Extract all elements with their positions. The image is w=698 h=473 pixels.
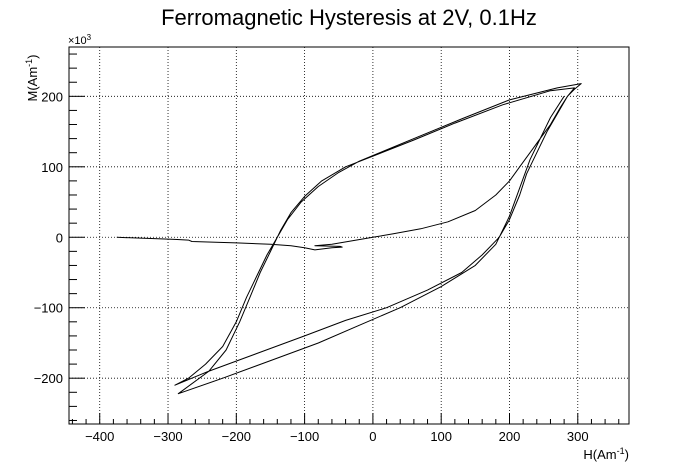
y-tick-label: 200 bbox=[41, 89, 63, 104]
y-axis-title-text: M(Am bbox=[25, 67, 40, 102]
y-axis-title-close: ) bbox=[25, 54, 40, 58]
hysteresis-series-line bbox=[116, 83, 582, 395]
x-axis-title-close: ) bbox=[625, 447, 629, 462]
x-tick-label: −100 bbox=[290, 429, 319, 444]
axis-ticks bbox=[69, 53, 620, 424]
y-multiplier: ×103 bbox=[68, 33, 92, 47]
tick-labels: −400 −300 −200 −100 0 100 200 300 −200 −100 0 100 20… bbox=[34, 89, 589, 444]
x-axis-title: H(Am-1) bbox=[583, 446, 629, 462]
plot-frame bbox=[68, 46, 630, 425]
x-tick-label: 100 bbox=[430, 429, 452, 444]
x-tick-label: 200 bbox=[499, 429, 521, 444]
x-tick-label: −200 bbox=[222, 429, 251, 444]
y-tick-label: −100 bbox=[34, 301, 63, 316]
x-tick-label: 0 bbox=[369, 429, 376, 444]
x-axis-title-sup: -1 bbox=[617, 446, 625, 456]
series-layer bbox=[116, 83, 582, 395]
y-multiplier-base: ×10 bbox=[68, 35, 87, 47]
y-tick-label: 0 bbox=[56, 230, 63, 245]
y-multiplier-exp: 3 bbox=[87, 33, 92, 42]
y-axis-title-sup: -1 bbox=[24, 59, 34, 67]
x-tick-label: 300 bbox=[567, 429, 589, 444]
x-tick-label: −400 bbox=[85, 429, 114, 444]
y-tick-label: −200 bbox=[34, 371, 63, 386]
x-tick-label: −300 bbox=[153, 429, 182, 444]
y-axis-title: M(Am-1) bbox=[24, 54, 40, 101]
chart-title: Ferromagnetic Hysteresis at 2V, 0.1Hz bbox=[161, 5, 537, 30]
x-axis-title-text: H(Am bbox=[583, 447, 616, 462]
y-tick-label: 100 bbox=[41, 160, 63, 175]
